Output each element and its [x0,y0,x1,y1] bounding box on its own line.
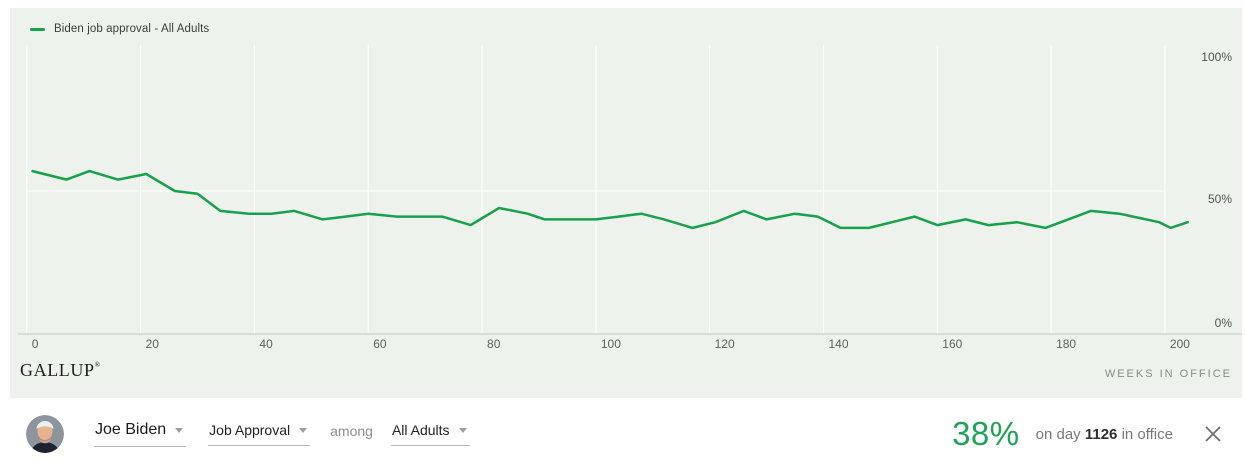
metric-dropdown-label: Job Approval [209,422,291,438]
approval-chart-svg[interactable]: 0 20 40 60 80 100 120 140 160 180 200 100% 50% 0% [10,8,1242,398]
x-axis-title: WEEKS IN OFFICE [1104,368,1232,380]
footer-bar: Joe Biden Job Approval among All Adults … [0,398,1245,470]
person-dropdown[interactable]: Joe Biden [94,421,187,447]
close-icon [1205,426,1221,442]
gallup-logo: GALLUP® [20,360,101,380]
x-tick-label: 20 [146,337,160,351]
group-dropdown[interactable]: All Adults [390,422,470,446]
approval-line-series [31,169,1189,230]
approval-chart-panel: 0 20 40 60 80 100 120 140 160 180 200 100% 50% 0% Bid… [10,8,1242,398]
chevron-down-icon [299,427,308,433]
chart-legend: Biden job approval - All Adults [30,23,209,35]
day-number: 1126 [1084,425,1118,443]
group-dropdown-label: All Adults [391,422,450,438]
metric-dropdown[interactable]: Job Approval [208,422,311,446]
person-dropdown-label: Joe Biden [95,421,167,438]
y-tick-label: 100% [1201,50,1232,64]
registered-mark: ® [94,361,101,369]
close-button[interactable] [1201,422,1225,446]
x-tick-label: 200 [1170,337,1190,351]
x-tick-label: 160 [942,337,962,351]
x-tick-label: 100 [601,337,621,351]
biden-avatar-image [26,415,64,453]
x-tick-label: 60 [373,337,387,351]
x-tick-label: 0 [32,337,39,351]
y-tick-label: 0% [1215,316,1233,330]
among-label: among [330,422,373,439]
legend-label: Biden job approval - All Adults [54,23,210,35]
legend-line-swatch [30,27,45,31]
y-tick-label: 50% [1208,192,1232,206]
approval-value: 38% [952,415,1020,452]
x-tick-label: 40 [259,337,273,351]
x-tick-label: 80 [487,337,501,351]
x-tick-label: 120 [715,337,735,351]
chevron-down-icon [458,427,467,433]
x-tick-label: 180 [1056,337,1076,351]
chevron-down-icon [175,427,184,433]
footer-readout: 38% on day 1126 in office [952,415,1225,453]
day-in-office-text: on day 1126 in office [1035,425,1173,443]
biden-avatar [26,415,64,453]
footer-controls: Joe Biden Job Approval among All Adults [26,415,470,453]
x-tick-label: 140 [828,337,848,351]
